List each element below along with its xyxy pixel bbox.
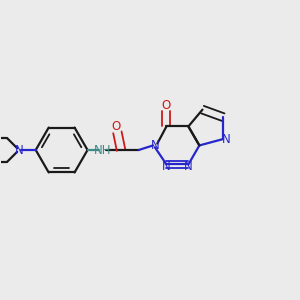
Text: N: N bbox=[222, 133, 230, 146]
Text: O: O bbox=[162, 99, 171, 112]
Text: O: O bbox=[111, 120, 121, 133]
Text: N: N bbox=[162, 160, 171, 173]
Text: N: N bbox=[184, 160, 193, 173]
Text: NH: NH bbox=[93, 143, 111, 157]
Text: N: N bbox=[151, 139, 160, 152]
Text: N: N bbox=[15, 143, 23, 157]
